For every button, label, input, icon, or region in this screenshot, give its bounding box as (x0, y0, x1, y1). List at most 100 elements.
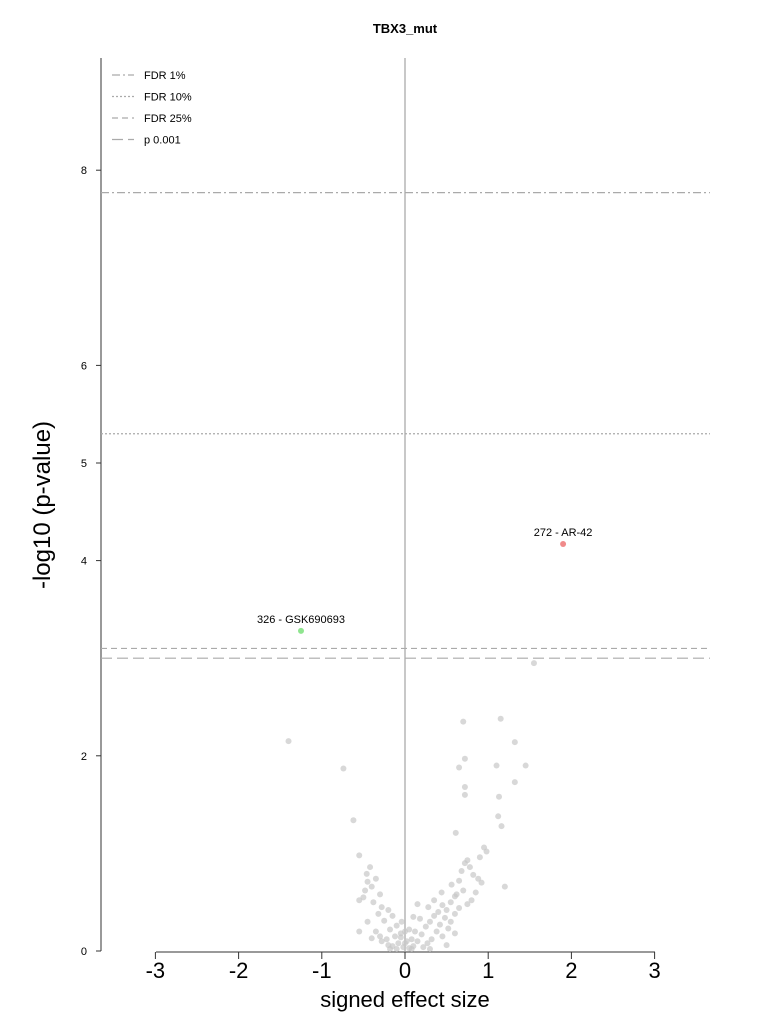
data-point (439, 902, 446, 909)
data-point (495, 813, 502, 820)
data-point (451, 910, 458, 917)
highlight-point (298, 627, 304, 634)
y-axis-label: -log10 (p-value) (29, 421, 56, 589)
data-point (453, 891, 460, 898)
data-point (435, 908, 442, 915)
data-point (393, 922, 400, 929)
data-point (378, 904, 385, 911)
y-tick-label: 0 (81, 946, 87, 958)
data-point (447, 899, 454, 906)
y-tick-label: 4 (81, 556, 87, 568)
x-tick-label: 3 (648, 958, 660, 983)
data-point (378, 938, 385, 945)
x-tick-label: -3 (146, 958, 166, 983)
x-tick-label: 1 (482, 958, 494, 983)
data-point (395, 940, 402, 947)
x-tick-label: 0 (399, 958, 411, 983)
legend-label: FDR 10% (144, 92, 192, 104)
data-point (411, 928, 418, 935)
data-point (498, 823, 505, 830)
data-point (414, 938, 421, 945)
data-point (356, 897, 363, 904)
legend-label: p 0.001 (144, 135, 181, 147)
data-point (448, 881, 455, 888)
data-point (451, 930, 458, 937)
data-point (385, 907, 392, 914)
data-point (461, 791, 468, 798)
data-point (447, 918, 454, 925)
data-point (456, 764, 463, 771)
x-tick-label: -2 (229, 958, 249, 983)
data-point (460, 887, 467, 894)
data-point (408, 946, 415, 953)
data-point (497, 715, 504, 722)
data-point (461, 784, 468, 791)
data-point (360, 894, 367, 901)
data-point (416, 915, 423, 922)
data-point (364, 878, 371, 885)
data-point (356, 928, 363, 935)
data-point (530, 660, 537, 667)
data-point (367, 864, 374, 871)
y-tick-label: 6 (81, 360, 87, 372)
data-point (511, 779, 518, 786)
data-point (466, 864, 473, 871)
data-point (456, 905, 463, 912)
data-point (452, 829, 459, 836)
data-point (431, 897, 438, 904)
y-tick-label: 8 (81, 165, 87, 177)
data-point (350, 817, 357, 824)
data-point (470, 871, 477, 878)
data-point (368, 883, 375, 890)
data-point (397, 934, 404, 941)
data-point (402, 928, 408, 935)
data-point (426, 918, 433, 925)
data-point (377, 891, 384, 898)
data-point (461, 860, 468, 867)
plot-area: 0 2 4 5 6 8 -3 -2 -1 0 1 2 3 FDR 1% FDR 10% FDR 25% p 0.… (81, 58, 710, 983)
data-point (445, 925, 452, 932)
data-point (410, 913, 417, 920)
data-point (461, 755, 468, 762)
data-point (393, 946, 400, 953)
data-point (370, 899, 377, 906)
data-point (389, 912, 396, 919)
data-point (483, 848, 490, 855)
data-point (431, 912, 438, 919)
data-point (340, 765, 347, 772)
data-point (501, 883, 508, 890)
x-tick-label: 2 (565, 958, 577, 983)
data-point (439, 933, 446, 940)
data-point (418, 931, 425, 938)
x-axis-label: signed effect size (320, 987, 490, 1012)
data-point (372, 875, 379, 882)
data-point (381, 917, 388, 924)
data-point (372, 928, 379, 935)
data-point (364, 918, 371, 925)
data-point (443, 942, 450, 949)
data-point (368, 935, 375, 942)
data-point (443, 907, 450, 914)
y-tick-label: 5 (81, 458, 87, 470)
point-annotation: 272 - AR-42 (534, 527, 593, 539)
data-point (356, 852, 363, 859)
data-point (408, 936, 415, 943)
data-point (476, 854, 483, 861)
y-tick-label: 2 (81, 751, 87, 763)
data-point (387, 926, 394, 933)
data-point (493, 762, 500, 769)
data-point (456, 877, 463, 884)
data-point (414, 901, 421, 908)
chart-title: TBX3_mut (373, 21, 438, 36)
data-point (424, 940, 431, 947)
data-point (436, 921, 443, 928)
data-point (468, 897, 475, 904)
data-point (464, 901, 471, 908)
data-point (398, 918, 405, 925)
data-point (522, 762, 529, 769)
data-point (422, 923, 429, 930)
highlight-point (560, 541, 567, 548)
data-point (363, 870, 370, 877)
legend-label: FDR 25% (144, 113, 192, 125)
data-point (425, 904, 432, 911)
